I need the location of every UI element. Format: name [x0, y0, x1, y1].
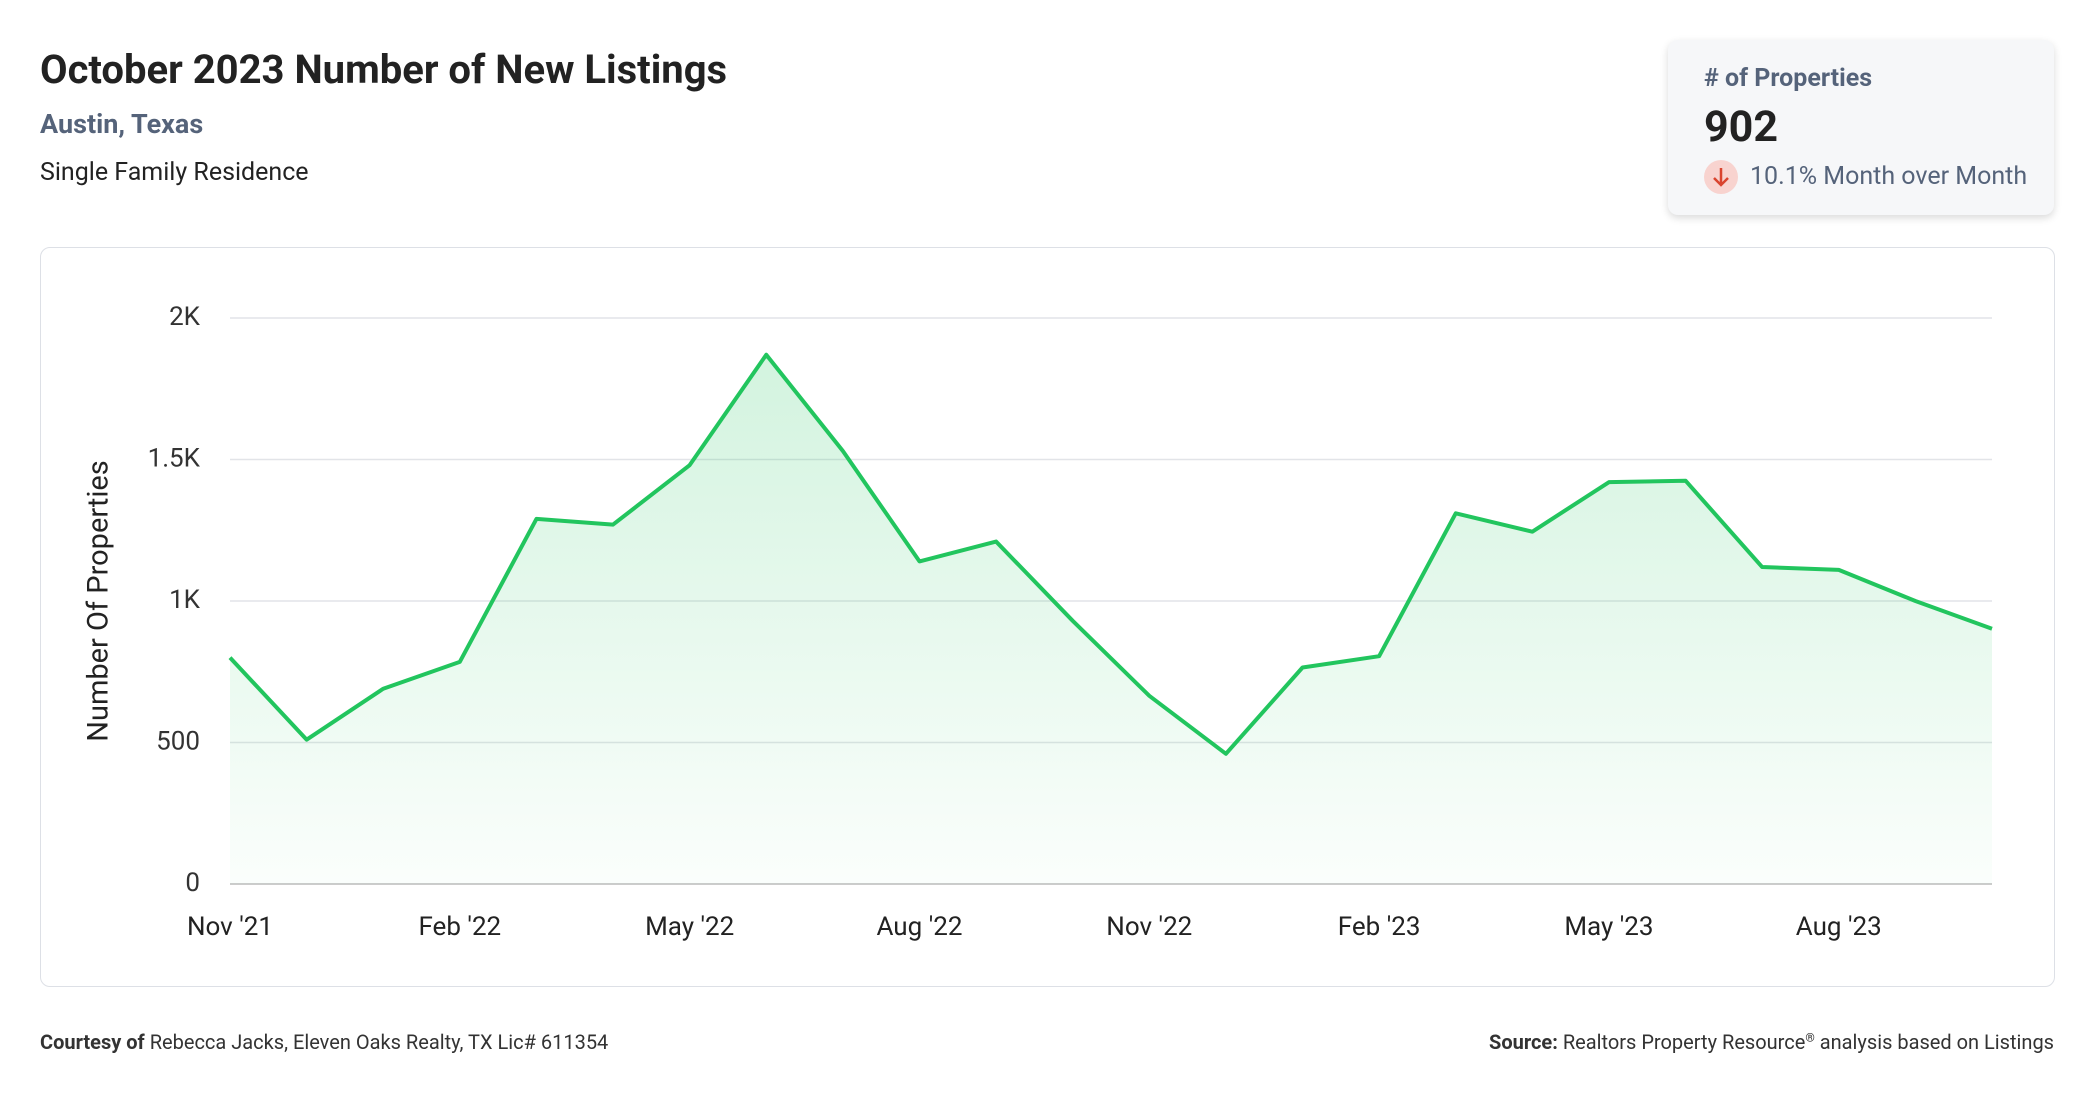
- y-tick-label: 500: [156, 726, 200, 756]
- chart-box: [40, 247, 2055, 987]
- y-tick-label: 1K: [169, 585, 201, 615]
- title: October 2023 Number of New Listings: [40, 46, 728, 93]
- y-tick-label: 0: [185, 868, 200, 898]
- courtesy-text: Rebecca Jacks, Eleven Oaks Realty, TX Li…: [149, 1030, 609, 1054]
- x-tick-label: Nov '21: [187, 912, 273, 942]
- x-tick-label: May '23: [1564, 912, 1653, 942]
- x-tick-label: May '22: [645, 912, 734, 942]
- x-tick-label: Nov '22: [1106, 912, 1192, 942]
- line: [228, 352, 1993, 756]
- kpi-card: # of Properties 902 10.1% Month over Mon…: [1668, 40, 2054, 215]
- source: Source: Realtors Property Resource® anal…: [1489, 1030, 2054, 1054]
- source-text: Realtors Property Resource: [1562, 1030, 1806, 1054]
- source-mark: ®: [1805, 1030, 1815, 1045]
- source-label: Source:: [1489, 1030, 1558, 1054]
- x-tick-label: Aug '22: [876, 912, 962, 942]
- kpi-label: # of Properties: [1704, 64, 1873, 93]
- x-tick-label: Feb '23: [1338, 912, 1421, 942]
- courtesy-label: Courtesy of: [40, 1030, 145, 1054]
- y-tick-label: 2K: [169, 302, 201, 332]
- source-rest: analysis based on Listings: [1819, 1030, 2054, 1054]
- property-type: Single Family Residence: [40, 158, 309, 187]
- kpi-value: 902: [1704, 102, 1779, 152]
- y-axis-label: Number Of Properties: [82, 460, 116, 741]
- x-tick-label: Feb '22: [418, 912, 501, 942]
- area: [230, 354, 1992, 884]
- down-icon: [1704, 160, 1738, 194]
- location: Austin, Texas: [40, 108, 204, 140]
- x-tick-label: Aug '23: [1796, 912, 1882, 942]
- courtesy: Courtesy of Rebecca Jacks, Eleven Oaks R…: [40, 1030, 608, 1054]
- kpi-change: 10.1% Month over Month: [1750, 162, 2028, 191]
- chart: Number Of Properties 0 500 1K 1.5K 2K Nov '21…: [82, 302, 1993, 942]
- y-tick-label: 1.5K: [148, 443, 201, 473]
